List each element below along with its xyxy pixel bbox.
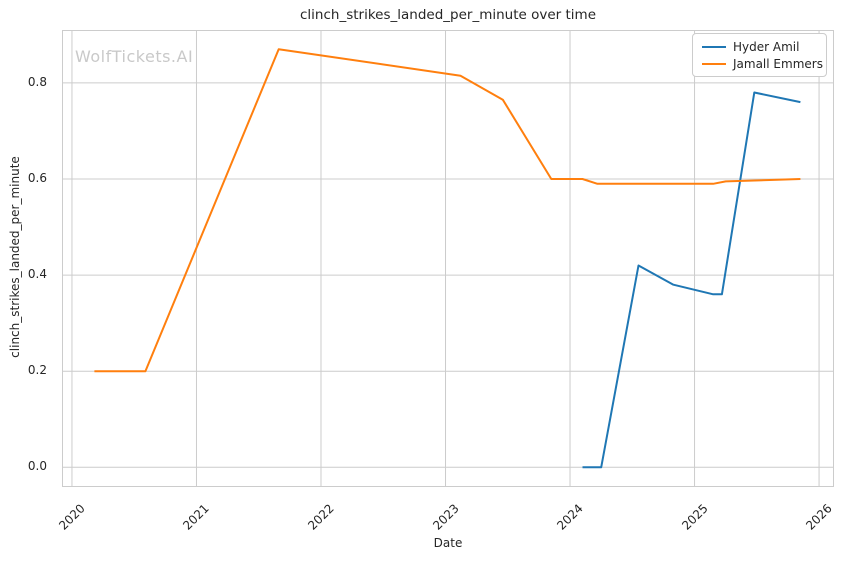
legend-line-sample-hyder-amil [702, 45, 726, 48]
y-tick-label: 0.0 [27, 459, 47, 474]
legend-label: Jamall Emmers [733, 56, 823, 71]
legend-item-hyder-amil: Hyder Amil [702, 40, 817, 54]
x-axis-label: Date [433, 536, 463, 550]
chart-title: clinch_strikes_landed_per_minute over ti… [299, 7, 596, 23]
series-line-hyder-amil [582, 91, 801, 469]
legend-item-jamall-emmers: Jamall Emmers [702, 57, 823, 71]
y-tick-label: 0.6 [27, 170, 47, 185]
y-tick-label: 0.4 [27, 267, 47, 282]
y-tick-label: 0.8 [27, 74, 47, 89]
series-line-jamall-emmers [94, 48, 801, 373]
watermark: WolfTickets.AI [75, 47, 194, 66]
legend-line-sample-jamall-emmers [702, 62, 726, 65]
y-tick-label: 0.2 [27, 363, 47, 378]
plot-border [62, 30, 834, 487]
legend-label: Hyder Amil [733, 39, 800, 54]
legend: Hyder Amil Jamall Emmers [692, 33, 827, 77]
